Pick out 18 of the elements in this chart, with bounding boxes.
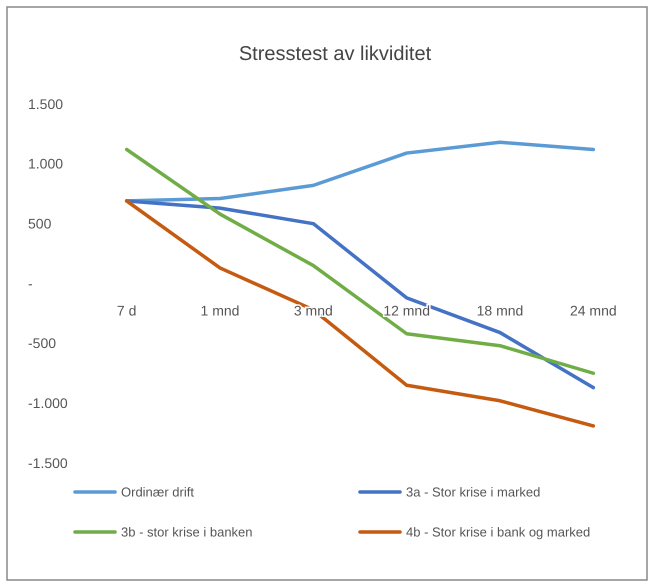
y-tick-label: -1.500 [28,454,68,471]
x-tick-label: 12 mnd [383,302,430,318]
legend-label: 3b - stor krise i banken [121,524,253,540]
chart-title: Stresstest av likviditet [238,43,432,65]
x-tick-label: 7 d [116,302,136,318]
y-tick-label: - [28,275,33,292]
x-tick-label: 24 mnd [570,302,617,318]
legend-label: Ordinær drift [121,484,194,500]
legend-label: 4b - Stor krise i bank og marked [406,524,590,540]
x-tick-label: 18 mnd [476,302,524,318]
y-tick-label: 500 [28,216,52,232]
legend-label: 3a - Stor krise i marked [406,484,540,500]
y-tick-label: -500 [28,335,56,352]
y-tick-label: 1.500 [28,96,64,112]
y-tick-label: 1.000 [28,156,64,172]
line-series [124,140,596,203]
x-tick-label: 1 mnd [200,302,240,318]
y-tick-label: -1.000 [28,395,68,412]
